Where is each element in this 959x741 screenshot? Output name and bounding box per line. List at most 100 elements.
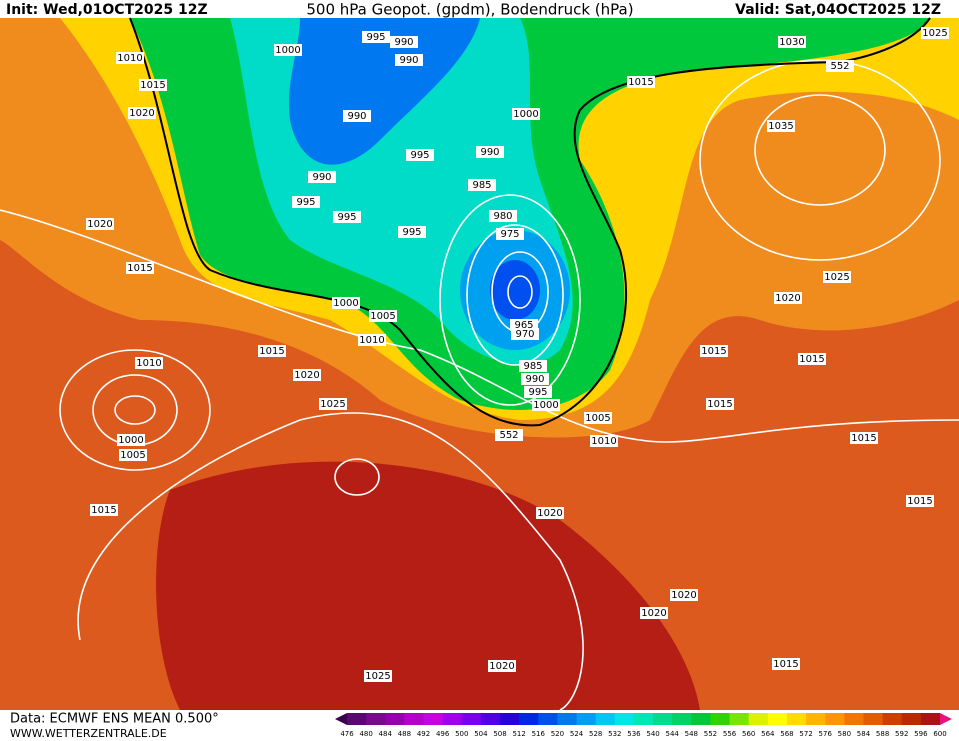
isobar-label: 1025: [922, 28, 947, 39]
colorbar-segment: [901, 713, 922, 725]
isobar-label-box: [332, 297, 360, 309]
colorbar-segment: [806, 713, 826, 725]
isobar-label: 990: [480, 147, 499, 158]
isobar-label-box: [116, 52, 144, 64]
isobar-label: 970: [515, 329, 534, 340]
isobar-label-box: [495, 429, 523, 441]
isobar-label: 995: [410, 150, 429, 161]
isobar-label: 1000: [533, 400, 558, 411]
isobar-label-box: [590, 435, 618, 447]
valid-time: Valid: Sat,04OCT2025 12Z: [735, 2, 941, 18]
isobar-label-box: [496, 228, 524, 240]
colorbar-segment: [614, 713, 635, 725]
colorbar-segment: [347, 713, 367, 725]
colorbar-label: 540: [646, 730, 659, 738]
colorbar-label: 556: [723, 730, 737, 738]
isobar-label: 1015: [127, 263, 152, 274]
isobar-label: 1015: [799, 354, 824, 365]
isobar-label: 1005: [585, 413, 610, 424]
isobar-label: 965: [514, 320, 533, 331]
colorbar-segment: [500, 713, 520, 725]
isobar-label: 1020: [294, 370, 319, 381]
isobar-label-box: [90, 504, 118, 516]
colorbar-segment: [366, 713, 386, 725]
isobar-label: 1015: [259, 346, 284, 357]
isobar-label: 995: [296, 197, 315, 208]
isobar-label-box: [293, 369, 321, 381]
isobar-label: 1015: [773, 659, 798, 670]
data-source: Data: ECMWF ENS MEAN 0.500°: [10, 712, 219, 727]
isobar-label: 995: [402, 227, 421, 238]
isobar-label-box: [519, 360, 547, 372]
colorbar-label: 552: [704, 730, 717, 738]
isobar-label: 995: [366, 32, 385, 43]
isobar-label-box: [798, 353, 826, 365]
colorbar-label: 516: [532, 730, 546, 738]
colorbar-segment: [729, 713, 750, 725]
colorbar-label: 496: [436, 730, 450, 738]
colorbar-segment: [423, 713, 444, 725]
colorbar-segment: [691, 713, 711, 725]
colorbar-label: 588: [876, 730, 889, 738]
isobar-label-box: [135, 357, 163, 369]
isobar-label: 1000: [333, 298, 358, 309]
isobar-label-box: [774, 292, 802, 304]
colorbar-segment: [882, 713, 903, 725]
isobar-label: 990: [394, 37, 413, 48]
colorbar-segment: [920, 713, 941, 725]
map-title: 500 hPa Geopot. (gpdm), Bodendruck (hPa): [306, 1, 633, 19]
isobar-label: 990: [525, 374, 544, 385]
colorbar: 476 480 484 488 492 496 500 504 508 512 516 520 524 5…: [340, 713, 952, 738]
isobar-label: 1035: [768, 121, 793, 132]
colorbar-segment: [748, 713, 769, 725]
colorbar-label: 500: [455, 730, 468, 738]
isobar-label: 1020: [87, 219, 112, 230]
colorbar-label: 596: [914, 730, 928, 738]
isobar-label-box: [627, 76, 655, 88]
isobar-label: 1005: [370, 311, 395, 322]
isobar-label-box: [823, 271, 851, 283]
isobar-label-box: [362, 31, 390, 43]
colorbar-label: 568: [780, 730, 793, 738]
colorbar-label: 476: [340, 730, 354, 738]
isobar-label: 1020: [129, 108, 154, 119]
colorbar-segment: [767, 713, 788, 725]
isobar-label: 980: [493, 211, 512, 222]
colorbar-label: 560: [742, 730, 755, 738]
isobar-label: 990: [347, 111, 366, 122]
isobar-label: 1010: [591, 436, 616, 447]
colorbar-segment: [404, 713, 425, 725]
colorbar-label: 592: [895, 730, 908, 738]
isobar-label-box: [390, 36, 418, 48]
isobar-label: 1005: [120, 450, 145, 461]
isobar-label-box: [117, 434, 145, 446]
isobar-label: 552: [499, 430, 518, 441]
isobar-label: 995: [337, 212, 356, 223]
isobar-label-box: [333, 211, 361, 223]
colorbar-segment: [385, 713, 405, 725]
isobar-label-box: [292, 196, 320, 208]
colorbar-label: 492: [417, 730, 430, 738]
colorbar-label: 520: [551, 730, 564, 738]
colorbar-label: 484: [379, 730, 393, 738]
isobar-label-box: [584, 412, 612, 424]
isobar-label: 1000: [118, 435, 143, 446]
colorbar-label: 480: [359, 730, 372, 738]
isobar-label: 1020: [671, 590, 696, 601]
isobar-label-box: [128, 107, 156, 119]
colorbar-segment: [672, 713, 692, 725]
colorbar-label: 508: [493, 730, 506, 738]
isobar-label-box: [364, 670, 392, 682]
isobar-label: 1015: [851, 433, 876, 444]
colorbar-label: 528: [589, 730, 602, 738]
colorbar-arrow-right: [940, 713, 952, 725]
isobar-label-box: [524, 386, 552, 398]
colorbar-label: 584: [857, 730, 871, 738]
field-warm: [156, 461, 701, 710]
colorbar-label: 600: [933, 730, 946, 738]
colorbar-segment: [576, 713, 597, 725]
colorbar-label: 524: [570, 730, 584, 738]
colorbar-segment: [710, 713, 731, 725]
isobar-label: 985: [523, 361, 542, 372]
isobar-label: 1030: [779, 37, 804, 48]
